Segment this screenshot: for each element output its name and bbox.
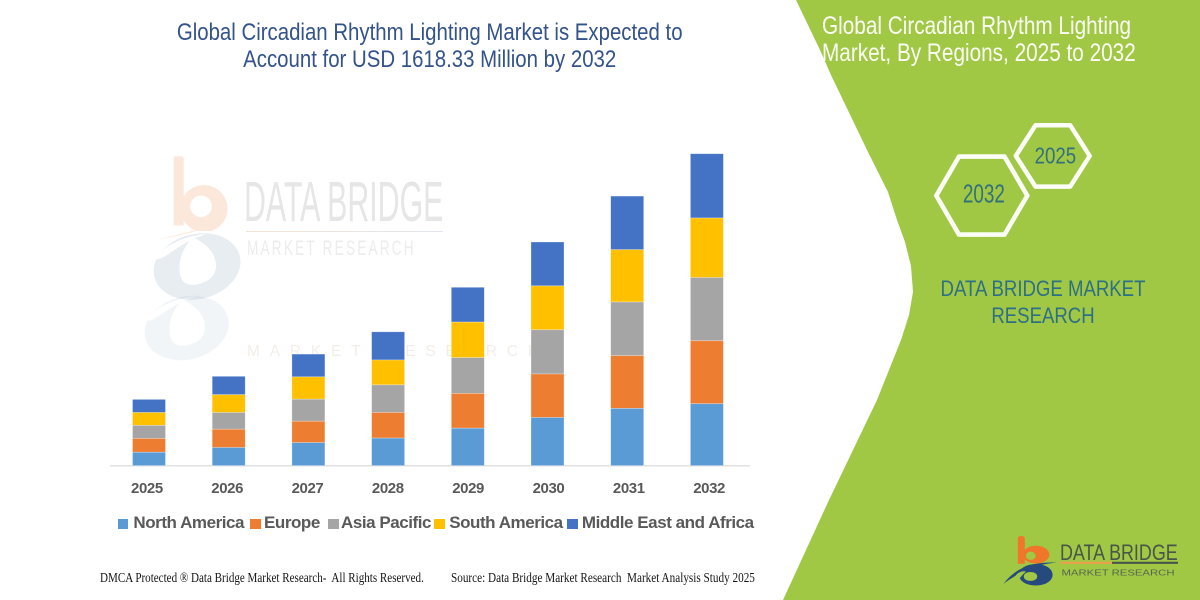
svg-text:DATA BRIDGE: DATA BRIDGE bbox=[1060, 540, 1178, 565]
svg-text:2032: 2032 bbox=[963, 179, 1005, 209]
svg-text:MARKET RESEARCH: MARKET RESEARCH bbox=[1062, 567, 1175, 577]
svg-text:2025: 2025 bbox=[1035, 143, 1077, 169]
